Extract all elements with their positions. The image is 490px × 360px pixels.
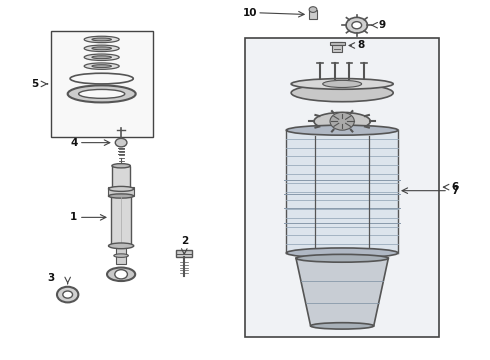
Ellipse shape xyxy=(92,47,111,50)
Circle shape xyxy=(309,7,317,12)
Ellipse shape xyxy=(107,267,135,281)
Ellipse shape xyxy=(84,45,119,51)
Ellipse shape xyxy=(286,248,398,258)
Text: 4: 4 xyxy=(70,138,77,148)
Text: 10: 10 xyxy=(243,8,257,18)
Ellipse shape xyxy=(291,84,393,102)
Bar xyxy=(111,196,131,246)
Bar xyxy=(245,38,440,337)
Bar xyxy=(176,250,192,257)
Circle shape xyxy=(115,270,127,279)
Ellipse shape xyxy=(112,164,130,168)
Ellipse shape xyxy=(84,36,119,42)
Ellipse shape xyxy=(108,243,134,249)
Text: 7: 7 xyxy=(451,186,459,196)
Bar xyxy=(286,130,398,253)
Bar xyxy=(112,166,130,187)
Text: 6: 6 xyxy=(451,182,459,192)
Text: 2: 2 xyxy=(181,236,188,246)
Ellipse shape xyxy=(92,38,111,41)
Text: 9: 9 xyxy=(379,20,386,30)
Text: 1: 1 xyxy=(70,212,77,222)
Ellipse shape xyxy=(108,194,134,198)
Circle shape xyxy=(330,112,354,130)
Circle shape xyxy=(346,17,368,33)
Ellipse shape xyxy=(78,89,125,98)
Bar xyxy=(330,42,344,45)
Ellipse shape xyxy=(84,54,119,60)
Text: 8: 8 xyxy=(358,40,365,50)
Ellipse shape xyxy=(92,65,111,68)
Ellipse shape xyxy=(311,323,374,329)
Ellipse shape xyxy=(296,255,388,262)
Text: 5: 5 xyxy=(31,79,39,89)
Bar xyxy=(116,248,126,264)
Ellipse shape xyxy=(291,78,393,89)
Circle shape xyxy=(57,287,78,302)
Bar xyxy=(309,10,317,19)
Ellipse shape xyxy=(314,112,370,130)
Ellipse shape xyxy=(84,63,119,69)
Ellipse shape xyxy=(323,80,362,87)
Circle shape xyxy=(352,22,362,29)
Ellipse shape xyxy=(114,254,128,257)
Bar xyxy=(108,187,134,196)
Circle shape xyxy=(115,138,127,147)
Bar xyxy=(332,42,342,52)
Bar xyxy=(50,31,153,137)
Circle shape xyxy=(63,291,73,298)
Ellipse shape xyxy=(68,85,136,103)
Polygon shape xyxy=(296,258,388,326)
Ellipse shape xyxy=(108,186,134,192)
Ellipse shape xyxy=(286,125,398,135)
Ellipse shape xyxy=(92,56,111,59)
Text: 3: 3 xyxy=(47,273,54,283)
